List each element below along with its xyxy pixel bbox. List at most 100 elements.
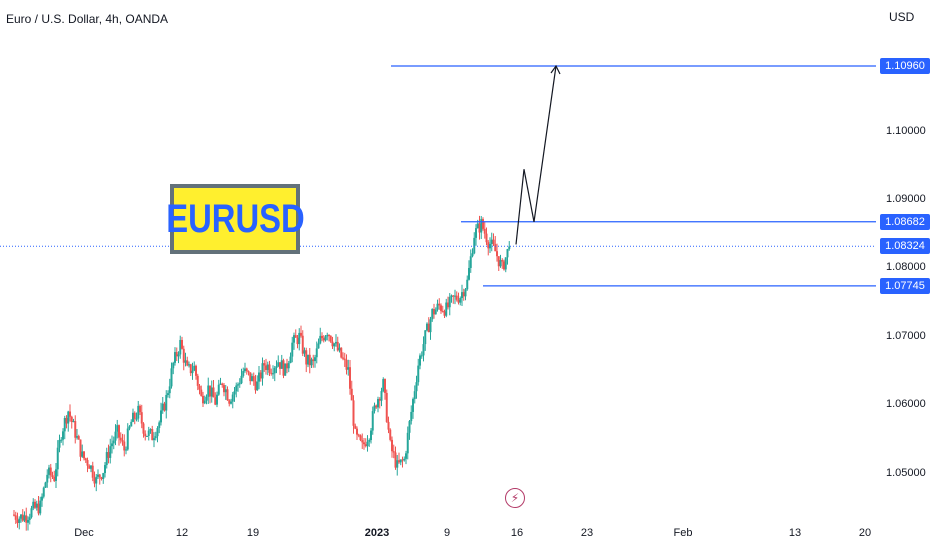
candle-body bbox=[298, 332, 301, 345]
candle-body bbox=[259, 372, 262, 379]
candle-body bbox=[461, 292, 463, 299]
candle-body bbox=[37, 503, 40, 514]
candle-body bbox=[342, 357, 344, 359]
candle-body bbox=[489, 243, 491, 249]
price-level-tag[interactable]: 1.07745 bbox=[880, 277, 930, 294]
candle-body bbox=[240, 375, 243, 384]
candle-body bbox=[230, 401, 232, 404]
candle-body bbox=[483, 228, 486, 234]
candle-body bbox=[487, 242, 490, 249]
candle-body bbox=[244, 368, 246, 372]
y-tick-label: 1.07000 bbox=[886, 329, 926, 342]
candle-body bbox=[105, 452, 108, 466]
candle-body bbox=[377, 399, 379, 408]
candle-body bbox=[142, 423, 145, 434]
candle-body bbox=[506, 249, 509, 258]
candle-body bbox=[55, 469, 57, 481]
candle-body bbox=[343, 358, 346, 360]
candle-body bbox=[427, 323, 430, 333]
candle-body bbox=[172, 362, 175, 369]
candle-body bbox=[116, 425, 119, 432]
candle-body bbox=[34, 501, 36, 508]
x-tick-label: 19 bbox=[246, 527, 260, 539]
candle-body bbox=[280, 360, 283, 369]
candle-body bbox=[65, 418, 68, 424]
candle-body bbox=[167, 393, 169, 395]
candle-body bbox=[217, 384, 220, 395]
candle-body bbox=[107, 452, 110, 458]
candle-body bbox=[312, 359, 315, 362]
candle-body bbox=[14, 515, 17, 520]
candle-body bbox=[184, 360, 187, 363]
candle-body bbox=[436, 303, 439, 310]
candle-body bbox=[282, 360, 285, 376]
candle-body bbox=[433, 309, 435, 315]
y-tick-label: 1.09000 bbox=[886, 193, 926, 206]
candle-body bbox=[126, 428, 129, 450]
candle-body bbox=[277, 362, 280, 367]
candle-body bbox=[424, 330, 427, 345]
candle-body bbox=[370, 430, 372, 441]
candle-body bbox=[83, 451, 85, 459]
candle-body bbox=[62, 431, 64, 440]
candle-body bbox=[384, 379, 386, 393]
price-level-tag[interactable]: 1.08682 bbox=[880, 213, 930, 230]
candle-body bbox=[317, 343, 320, 349]
candle-body bbox=[97, 474, 99, 477]
candle-body bbox=[214, 397, 217, 405]
candle-body bbox=[216, 394, 218, 405]
candle-body bbox=[86, 460, 89, 466]
candle-body bbox=[237, 384, 239, 386]
candle-body bbox=[77, 436, 80, 440]
candle-body bbox=[296, 337, 299, 345]
candle-body bbox=[389, 429, 392, 440]
candle-body bbox=[268, 364, 271, 373]
candle-body bbox=[382, 379, 385, 392]
candle-body bbox=[503, 261, 505, 270]
candle-body bbox=[363, 442, 365, 445]
candle-body bbox=[284, 363, 287, 376]
candle-body bbox=[266, 364, 269, 370]
symbol-label-box: EURUSD bbox=[166, 184, 304, 254]
candle-body bbox=[238, 383, 241, 385]
candle-body bbox=[335, 341, 337, 344]
candle-body bbox=[333, 343, 336, 347]
candle-body bbox=[366, 441, 369, 447]
candle-body bbox=[88, 465, 91, 469]
candle-body bbox=[501, 260, 504, 262]
candle-body bbox=[375, 405, 378, 408]
candle-body bbox=[189, 364, 192, 374]
candle-body bbox=[419, 355, 421, 366]
candle-body bbox=[160, 410, 162, 423]
candle-body bbox=[478, 223, 481, 233]
price-level-tag[interactable]: 1.10960 bbox=[880, 58, 930, 75]
candle-body bbox=[174, 352, 176, 363]
y-tick-label: 1.08000 bbox=[886, 261, 926, 274]
candle-body bbox=[438, 303, 441, 306]
x-tick-label: 12 bbox=[175, 527, 189, 539]
candle-body bbox=[123, 441, 126, 451]
candle-body bbox=[293, 335, 295, 343]
candle-body bbox=[28, 517, 31, 520]
candle-body bbox=[258, 372, 260, 382]
candle-body bbox=[112, 440, 115, 444]
candle-body bbox=[67, 411, 70, 424]
candle-body bbox=[350, 388, 353, 401]
candle-body bbox=[74, 421, 77, 438]
economic-event-icon[interactable]: ⚡ bbox=[505, 488, 525, 508]
candle-body bbox=[336, 341, 339, 351]
candle-body bbox=[44, 482, 47, 488]
candle-body bbox=[457, 299, 460, 303]
projection-path-segment bbox=[515, 169, 525, 245]
candle-body bbox=[345, 359, 348, 370]
candle-body bbox=[245, 368, 248, 371]
candle-body bbox=[121, 440, 124, 442]
candle-body bbox=[441, 310, 444, 312]
candle-body bbox=[210, 387, 213, 397]
candle-body bbox=[480, 219, 483, 233]
candle-body bbox=[205, 396, 208, 401]
candle-body bbox=[319, 335, 322, 344]
candle-body bbox=[153, 438, 155, 441]
candle-body bbox=[70, 416, 73, 423]
